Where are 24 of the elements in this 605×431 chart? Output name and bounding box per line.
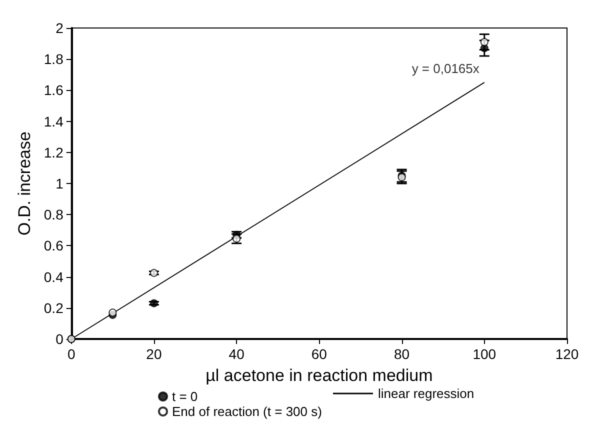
x-tick-label: 0 (67, 346, 76, 362)
y-tick-label: 0.2 (44, 300, 64, 316)
y-tick-label: 0.6 (44, 238, 64, 254)
x-tick-label: 20 (146, 346, 162, 362)
y-tick-label: 2 (56, 20, 64, 36)
x-tick-label: 100 (472, 346, 496, 362)
x-tick-label: 80 (394, 346, 410, 362)
y-tick-label: 1 (56, 176, 64, 192)
y-axis-title: O.D. increase (15, 132, 34, 236)
x-tick-label: 120 (555, 346, 579, 362)
y-tick-label: 1.6 (44, 82, 64, 98)
legend-label: linear regression (378, 386, 474, 401)
x-tick-label: 60 (311, 346, 328, 362)
y-tick-label: 1.8 (44, 51, 64, 68)
x-tick-label: 40 (228, 346, 245, 362)
y-tick-label: 0 (56, 331, 64, 347)
legend-label: t = 0 (172, 389, 198, 404)
y-tick-label: 0.8 (44, 206, 64, 223)
y-tick-label: 0.4 (44, 268, 64, 285)
y-tick-label: 1.4 (44, 113, 64, 130)
annotation: y = 0,0165x (412, 60, 480, 76)
legend-label: End of reaction (t = 300 s) (172, 404, 322, 419)
x-axis-title: µl acetone in reaction medium (206, 366, 433, 385)
y-tick-label: 1.2 (44, 144, 64, 160)
